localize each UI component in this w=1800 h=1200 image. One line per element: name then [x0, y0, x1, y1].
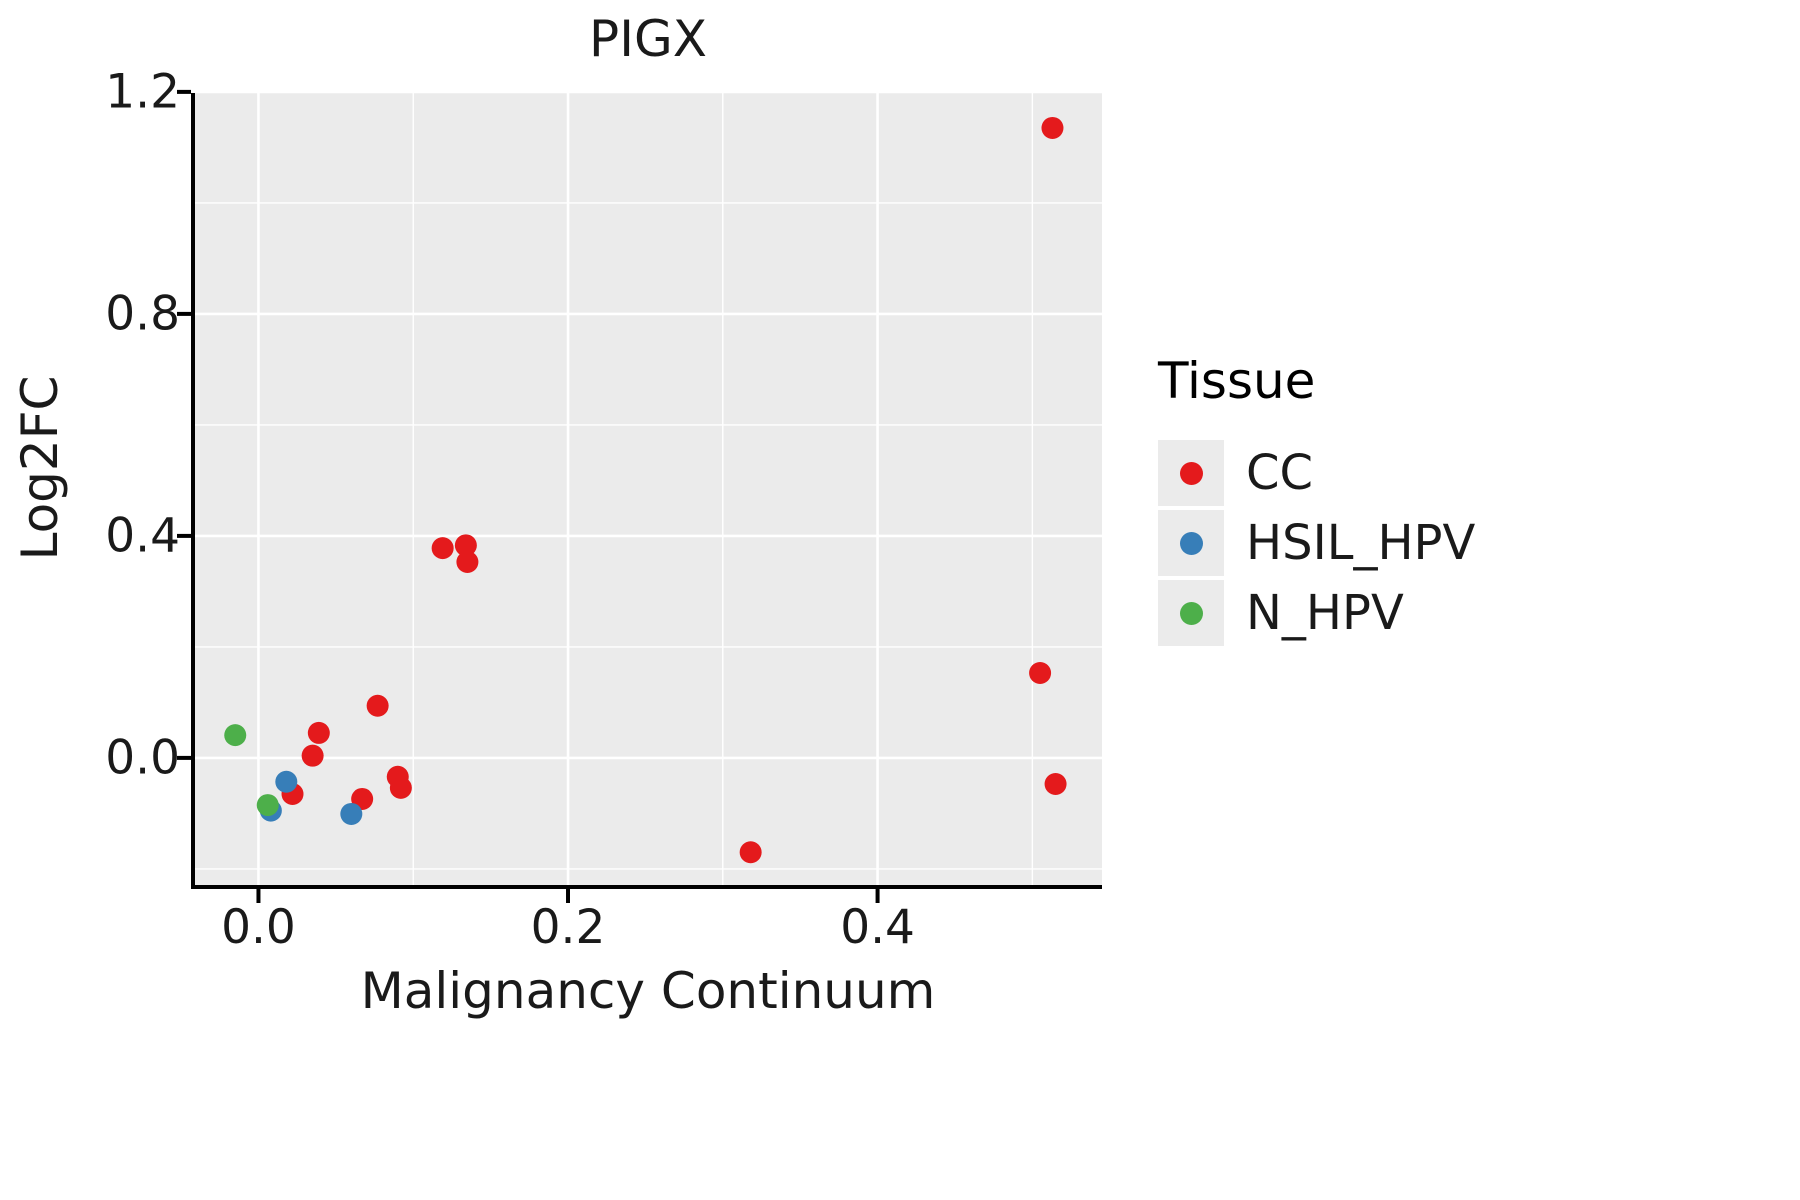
legend-key [1158, 440, 1224, 506]
x-tick-label: 0.4 [840, 900, 915, 955]
hsil-hpv-dot-icon [1179, 531, 1203, 555]
cc-dot-icon [1179, 461, 1203, 485]
y-tick-label: 0.0 [105, 730, 180, 786]
legend-label: CC [1246, 445, 1314, 501]
x-axis-title: Malignancy Continuum [360, 962, 936, 1020]
legend-item-n-hpv: N_HPV [1158, 578, 1475, 648]
y-tick-label: 0.4 [105, 508, 180, 564]
legend: Tissue CC HSIL_HPV N_HPV [1158, 352, 1475, 648]
x-tick-label: 0.2 [530, 900, 606, 955]
x-tick-label: 0.0 [221, 900, 296, 955]
legend-title: Tissue [1158, 352, 1316, 410]
y-tick-label: 1.2 [105, 64, 180, 120]
chart-title: PIGX [589, 10, 707, 68]
legend-item-cc: CC [1158, 438, 1475, 508]
legend-item-hsil-hpv: HSIL_HPV [1158, 508, 1475, 578]
y-tick-label: 0.8 [105, 286, 180, 342]
legend-key [1158, 510, 1224, 576]
legend-label: N_HPV [1246, 585, 1404, 641]
n-hpv-dot-icon [1179, 601, 1203, 625]
legend-key [1158, 580, 1224, 646]
legend-label: HSIL_HPV [1246, 515, 1476, 571]
